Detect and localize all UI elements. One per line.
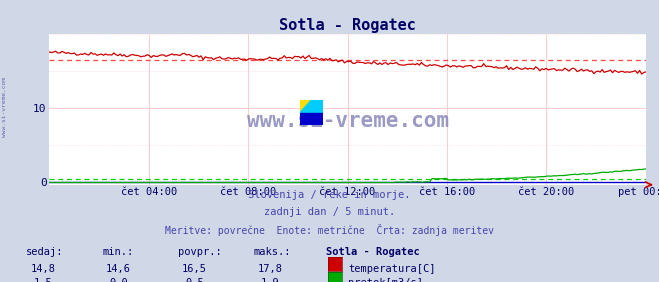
Text: Meritve: povrečne  Enote: metrične  Črta: zadnja meritev: Meritve: povrečne Enote: metrične Črta: … xyxy=(165,224,494,236)
Text: povpr.:: povpr.: xyxy=(178,247,221,257)
Bar xyxy=(300,113,312,125)
Text: 0,0: 0,0 xyxy=(109,278,128,282)
Text: zadnji dan / 5 minut.: zadnji dan / 5 minut. xyxy=(264,207,395,217)
Text: sedaj:: sedaj: xyxy=(26,247,64,257)
Text: Slovenija / reke in morje.: Slovenija / reke in morje. xyxy=(248,190,411,200)
Text: 17,8: 17,8 xyxy=(258,264,283,274)
Text: pretok[m3/s]: pretok[m3/s] xyxy=(348,278,423,282)
Text: 16,5: 16,5 xyxy=(182,264,207,274)
Text: min.:: min.: xyxy=(102,247,133,257)
Bar xyxy=(312,100,323,113)
Text: www.si-vreme.com: www.si-vreme.com xyxy=(2,77,7,137)
Text: maks.:: maks.: xyxy=(254,247,291,257)
Text: 0,5: 0,5 xyxy=(185,278,204,282)
Text: 1,5: 1,5 xyxy=(34,278,52,282)
Text: www.si-vreme.com: www.si-vreme.com xyxy=(246,111,449,131)
Text: temperatura[C]: temperatura[C] xyxy=(348,264,436,274)
Text: 14,6: 14,6 xyxy=(106,264,131,274)
Title: Sotla - Rogatec: Sotla - Rogatec xyxy=(279,18,416,33)
Text: 14,8: 14,8 xyxy=(30,264,55,274)
Polygon shape xyxy=(300,113,312,125)
Text: Sotla - Rogatec: Sotla - Rogatec xyxy=(326,247,420,257)
Polygon shape xyxy=(300,100,312,113)
Bar xyxy=(300,100,312,113)
Text: 1,9: 1,9 xyxy=(261,278,279,282)
Bar xyxy=(312,113,323,125)
